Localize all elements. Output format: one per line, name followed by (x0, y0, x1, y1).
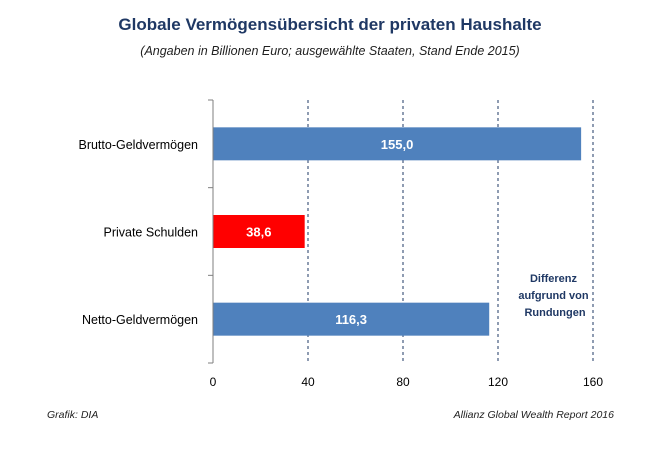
bar-value-label-1: 38,6 (246, 225, 271, 240)
bar-value-label-0: 155,0 (381, 137, 414, 152)
footer-source-graphic: Grafik: DIA (47, 409, 98, 421)
bar-2 (213, 302, 490, 336)
x-tick-label-0: 0 (210, 375, 217, 389)
bar-0 (213, 127, 582, 161)
x-tick-label-80: 80 (396, 375, 410, 389)
bar-value-label-2: 116,3 (335, 312, 367, 327)
category-label-2: Netto-Geldvermögen (82, 313, 198, 327)
x-tick-label-40: 40 (301, 375, 315, 389)
footer-source-report: Allianz Global Wealth Report 2016 (453, 409, 614, 421)
category-label-1: Private Schulden (103, 226, 198, 240)
x-tick-label-160: 160 (583, 375, 603, 389)
bar-1 (213, 215, 305, 248)
bars-layer (213, 127, 582, 336)
difference-note: Differenz aufgrund von Rundungen (518, 273, 591, 319)
x-tick-label-120: 120 (488, 375, 508, 389)
difference-note-line-2: aufgrund von (518, 290, 589, 302)
category-label-0: Brutto-Geldvermögen (78, 138, 198, 152)
chart-title: Globale Vermögensübersicht der privaten … (118, 15, 541, 34)
difference-note-line-1: Differenz (530, 273, 578, 285)
labels-layer: 0 40 80 120 160 155,0 Brutto-Geldvermögen 38,6 P… (78, 137, 603, 389)
chart-subtitle: (Angaben in Billionen Euro; ausgewählte … (140, 44, 519, 58)
axis-layer (208, 99, 214, 364)
difference-note-line-3: Rundungen (524, 307, 585, 319)
